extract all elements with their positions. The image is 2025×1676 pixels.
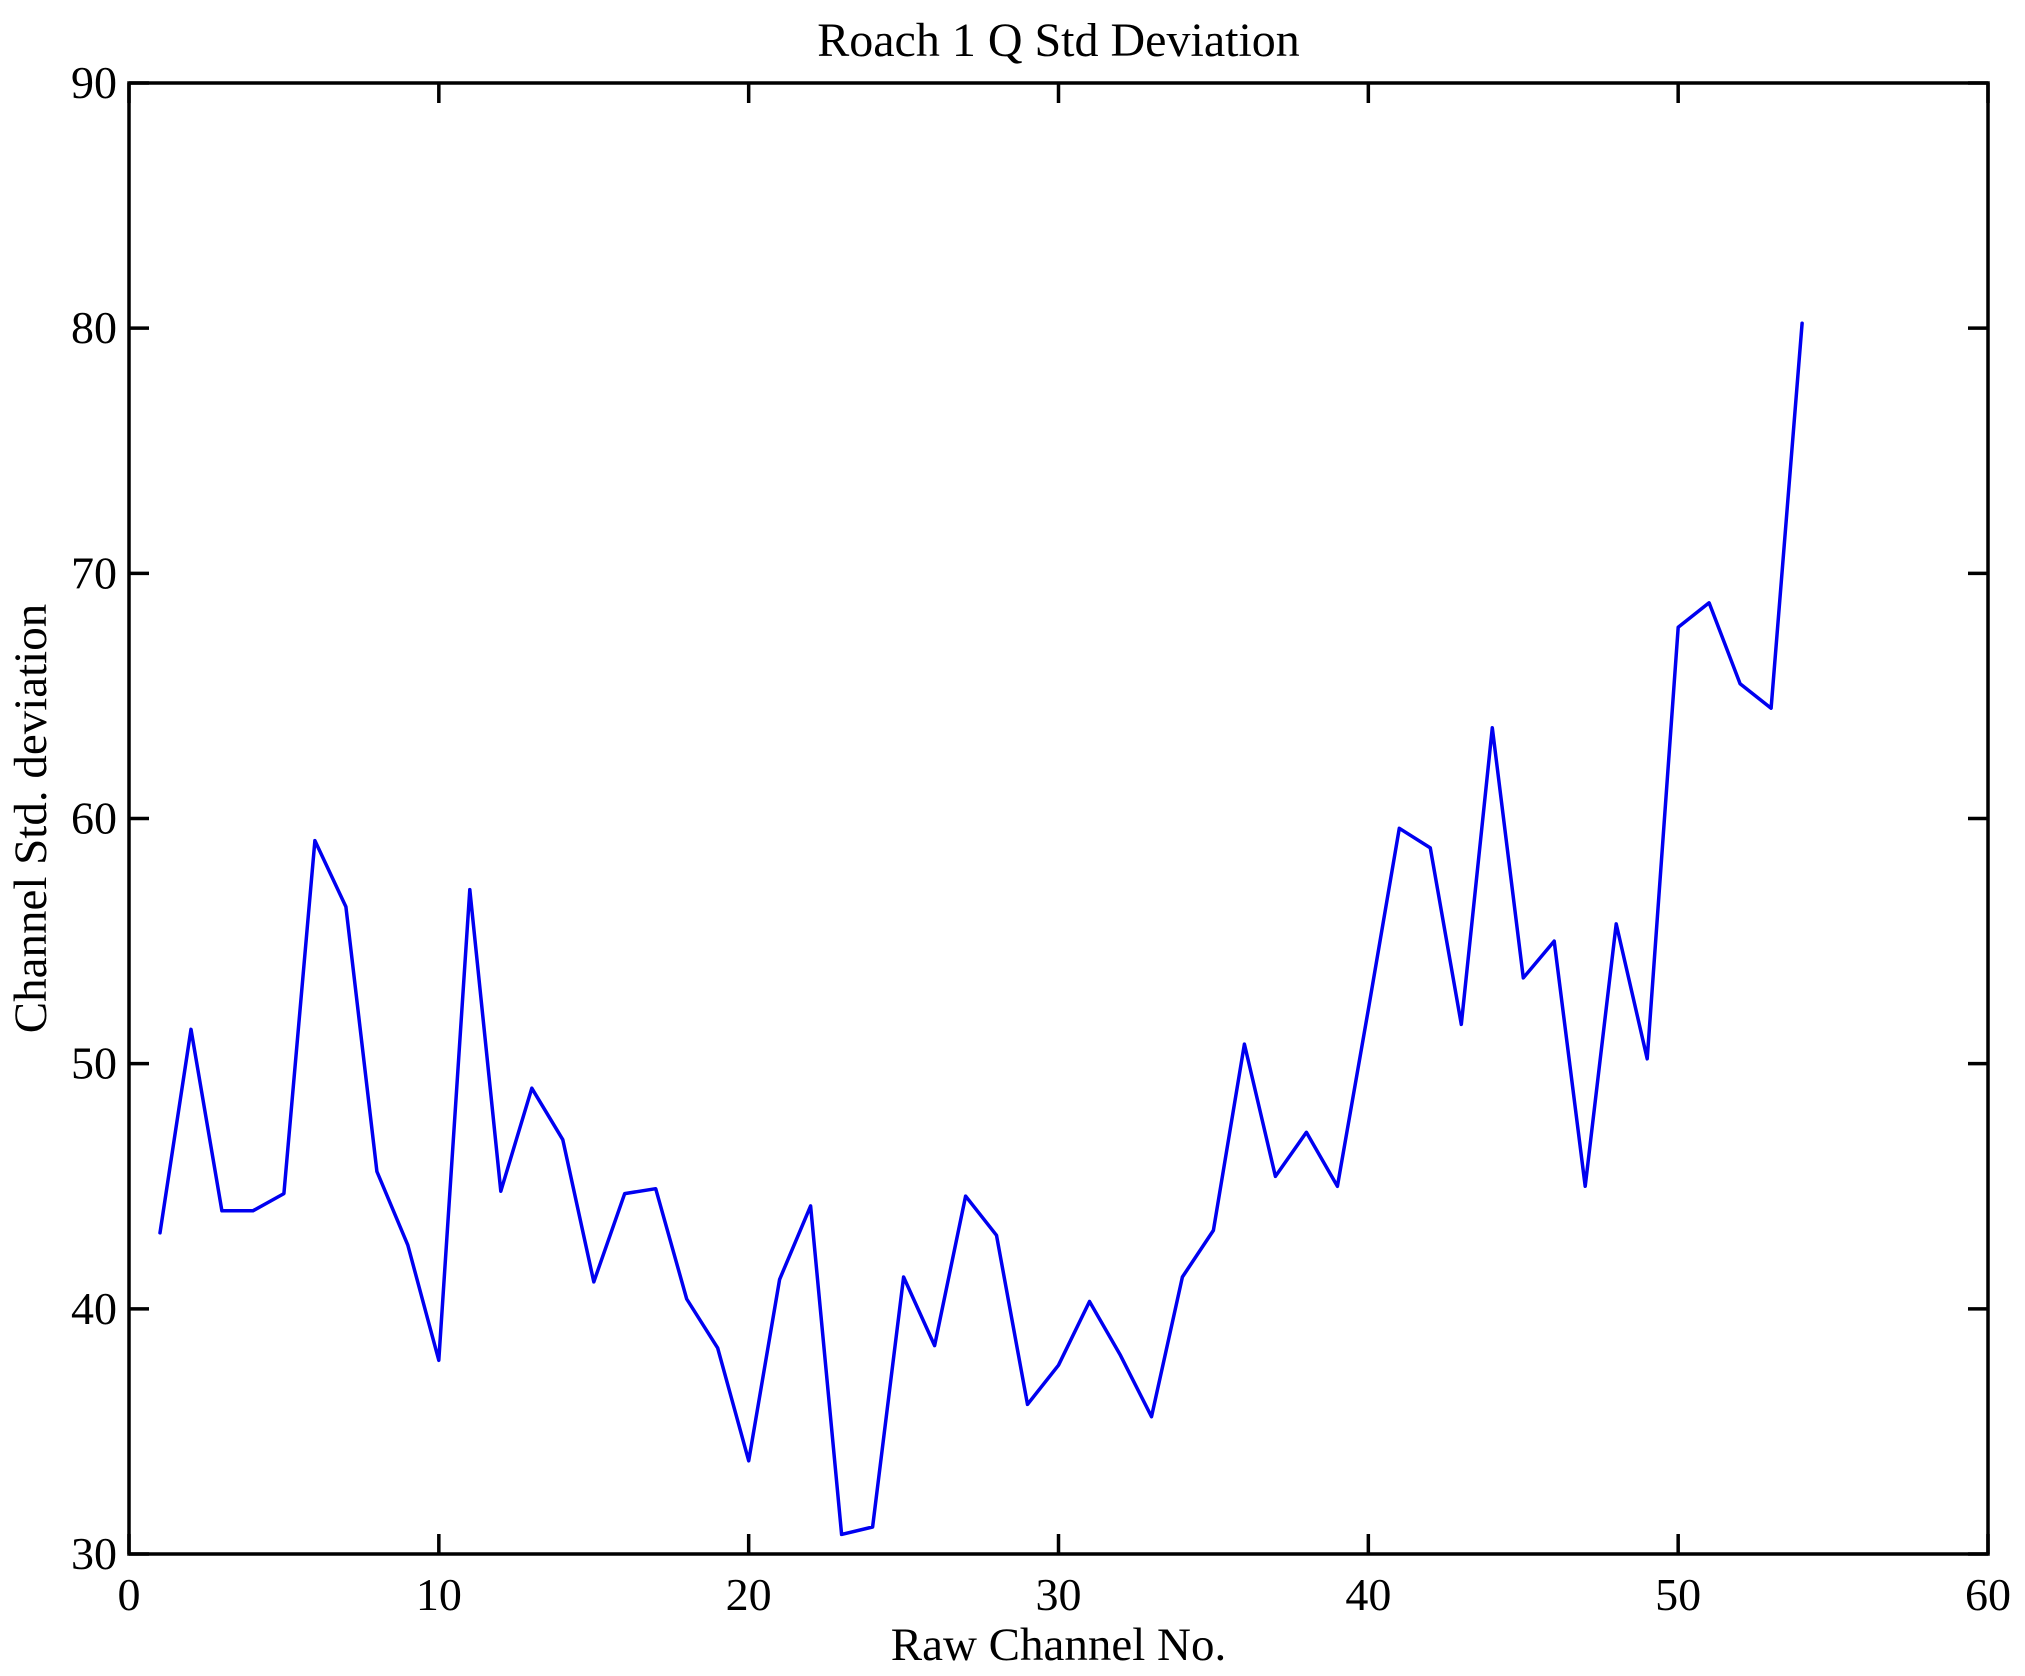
y-tick-label: 70 — [71, 547, 117, 598]
x-axis-label: Raw Channel No. — [891, 1619, 1226, 1671]
y-tick-label: 90 — [71, 57, 117, 108]
x-tick-label: 50 — [1655, 1569, 1701, 1620]
x-tick-label: 40 — [1345, 1569, 1391, 1620]
data-line — [158, 321, 1804, 1537]
x-tick-label: 60 — [1965, 1569, 2011, 1620]
chart-title: Roach 1 Q Std Deviation — [817, 14, 1300, 67]
tick-labels: 0 10 20 30 40 50 60 30 40 50 60 70 80 90 — [71, 57, 2011, 1620]
plot-area-border — [127, 81, 1990, 1556]
y-tick-label: 80 — [71, 302, 117, 353]
x-tick-label: 30 — [1036, 1569, 1082, 1620]
y-tick-label: 50 — [71, 1038, 117, 1089]
y-tick-label: 40 — [71, 1283, 117, 1334]
y-tick-label: 30 — [71, 1528, 117, 1579]
tick-marks — [127, 81, 1990, 1556]
y-axis-label: Channel Std. deviation — [5, 604, 57, 1033]
x-tick-label: 0 — [118, 1569, 141, 1620]
x-tick-label: 20 — [726, 1569, 772, 1620]
x-tick-label: 10 — [416, 1569, 462, 1620]
y-tick-label: 60 — [71, 793, 117, 844]
